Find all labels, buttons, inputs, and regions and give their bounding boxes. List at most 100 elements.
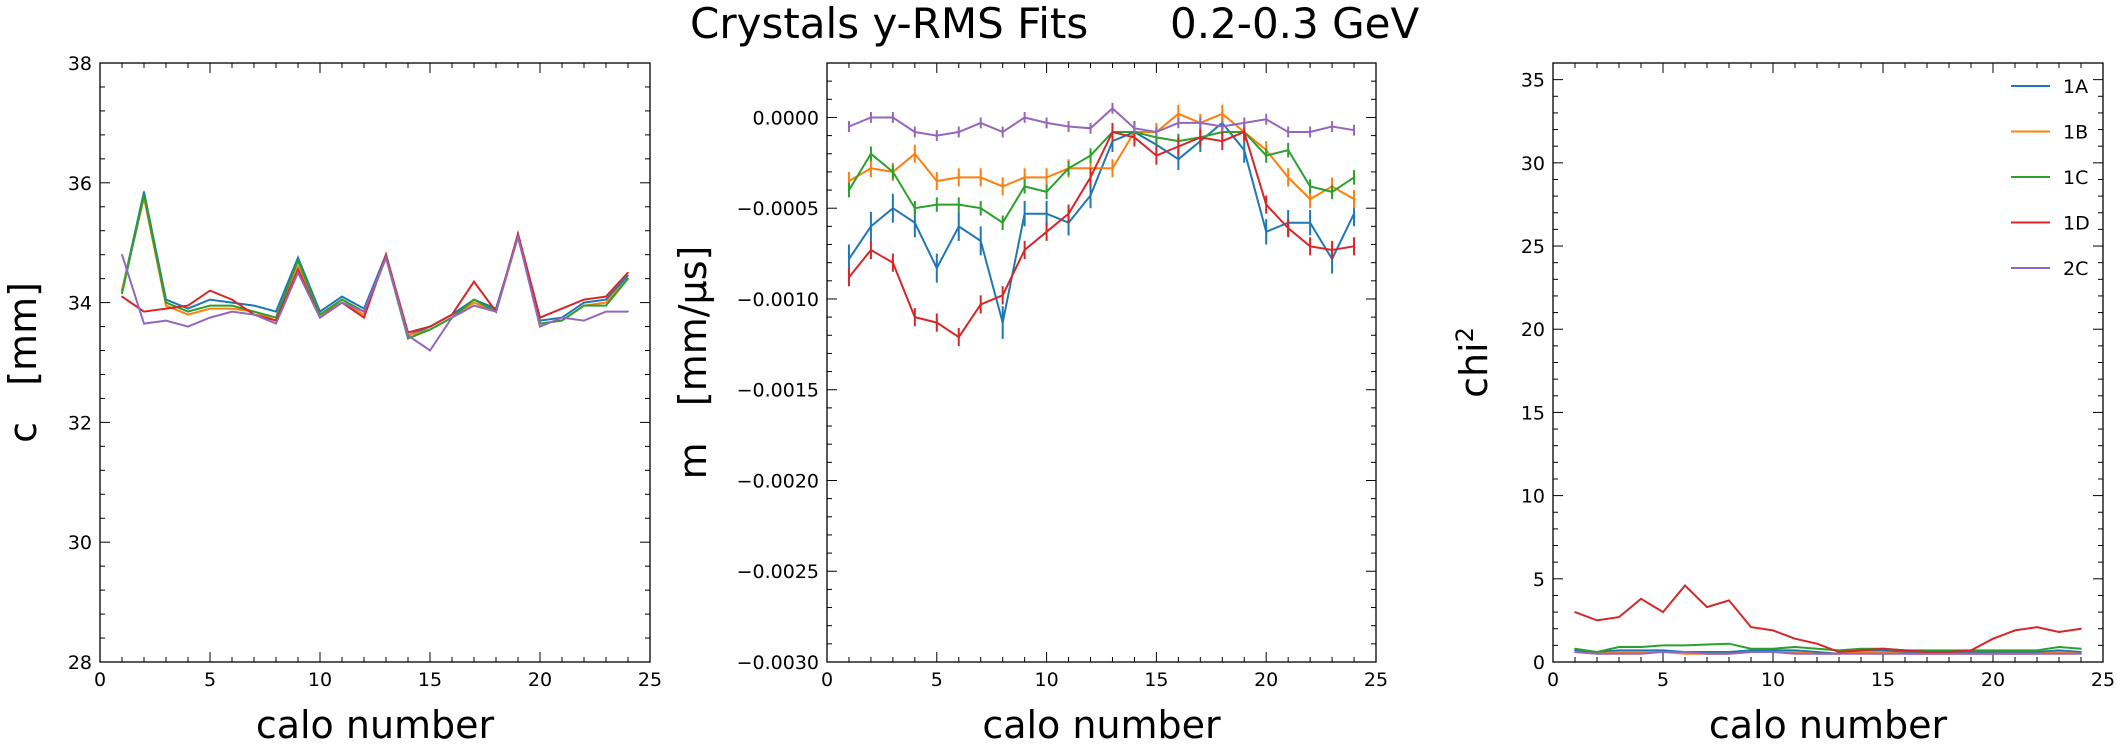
data-point [1662, 644, 1664, 647]
data-point [187, 307, 189, 310]
data-point [1750, 649, 1752, 652]
legend-label-2C: 2C [2063, 258, 2088, 280]
data-point [1001, 221, 1004, 224]
data-point [979, 303, 982, 306]
data-point [605, 295, 607, 298]
x-tick-label: 0 [1547, 669, 1559, 691]
data-point [583, 298, 585, 301]
data-point [1772, 647, 1774, 650]
data-point [1574, 611, 1576, 613]
data-point [473, 298, 475, 301]
data-point [1816, 652, 1818, 655]
data-point [209, 316, 211, 319]
data-point [1133, 127, 1136, 130]
data-point [1045, 191, 1048, 193]
data-point [121, 295, 123, 298]
data-point [1970, 652, 1972, 655]
y-tick-label: −0.0025 [737, 561, 819, 583]
data-point [1860, 652, 1862, 655]
y-axis-label-main: chi [1452, 342, 1496, 398]
data-point [1904, 651, 1906, 653]
data-point [473, 304, 475, 307]
data-point [605, 301, 607, 304]
data-point [1111, 131, 1114, 133]
data-point [2058, 631, 2060, 633]
y-tick-label: 20 [1521, 319, 1545, 341]
data-point [1992, 649, 1994, 652]
data-point [1794, 646, 1796, 648]
data-point [1772, 651, 1774, 653]
y-axis-label-main: m [671, 442, 715, 479]
data-point [429, 328, 431, 331]
data-point [2080, 627, 2082, 630]
data-point [1287, 131, 1289, 133]
data-point [1265, 231, 1267, 233]
data-point [1904, 649, 1906, 652]
data-point [187, 304, 189, 307]
data-point [848, 125, 850, 128]
data-point [517, 235, 519, 238]
figure-title-right: 0.2-0.3 GeV [1170, 0, 1419, 48]
data-point [1001, 321, 1004, 324]
y-axis-label: m [mm/µs] [671, 246, 715, 480]
data-point [2036, 626, 2038, 628]
x-tick-label: 0 [821, 669, 833, 691]
data-point [627, 310, 629, 313]
y-axis-label-main: c [1, 422, 45, 443]
data-point [1926, 651, 1928, 653]
data-point [914, 207, 916, 210]
data-point [870, 225, 872, 228]
data-point [1662, 649, 1664, 652]
data-point [936, 267, 938, 269]
data-point [583, 304, 585, 307]
data-point [2080, 647, 2082, 650]
data-point [143, 322, 145, 325]
data-point [1023, 185, 1026, 188]
series-line-2C [121, 232, 628, 352]
data-point [1728, 599, 1730, 602]
data-point [1111, 107, 1114, 110]
data-point [2014, 649, 2016, 652]
data-point [627, 277, 629, 280]
data-point [848, 276, 850, 278]
data-point [451, 313, 453, 316]
data-point [1309, 245, 1311, 248]
y-axis-label: chi2 [1451, 327, 1496, 398]
data-point [892, 207, 894, 210]
data-point [1618, 651, 1620, 653]
data-point [848, 180, 850, 182]
data-point [1265, 118, 1267, 121]
data-point [1243, 131, 1246, 133]
y-ticks [1553, 62, 2103, 663]
y-tick-label: 25 [1521, 236, 1545, 258]
data-point [1045, 212, 1048, 215]
data-point [1728, 652, 1730, 655]
y-tick-label: 5 [1533, 569, 1545, 591]
data-point [1177, 113, 1180, 115]
data-point [451, 316, 453, 319]
data-point [1089, 176, 1092, 179]
y-tick-label: −0.0015 [737, 380, 819, 402]
data-point [363, 310, 365, 313]
data-point [1089, 154, 1092, 157]
data-point [1111, 167, 1114, 170]
data-point [1067, 212, 1070, 215]
data-point [1772, 649, 1774, 652]
data-point [429, 325, 431, 328]
data-point [1640, 652, 1642, 655]
data-point [1684, 651, 1686, 653]
data-point [1331, 125, 1333, 128]
data-point [1640, 649, 1642, 652]
figure-title-left: Crystals y-RMS Fits [690, 0, 1088, 48]
data-point [209, 304, 211, 307]
x-axis-label: calo number [1709, 703, 1948, 747]
y-axis-label: c [mm] [1, 282, 45, 443]
data-point [407, 337, 409, 340]
data-point [209, 289, 211, 292]
data-point [1353, 245, 1355, 248]
data-point [341, 295, 343, 298]
data-point [561, 307, 563, 310]
data-point [363, 316, 365, 319]
data-point [914, 221, 916, 224]
